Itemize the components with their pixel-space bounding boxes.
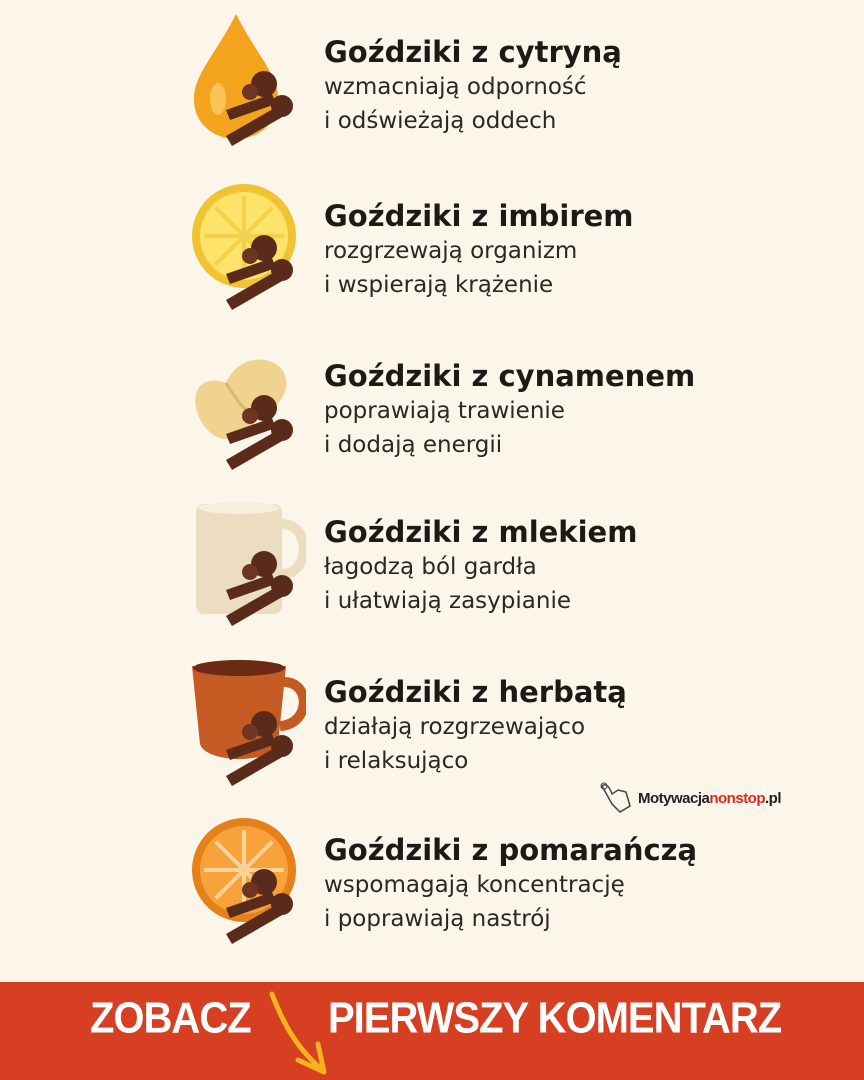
- clove-icon: [226, 235, 293, 310]
- item-title: Goździki z herbatą: [324, 675, 627, 709]
- item-line-1: działają rozgrzewająco: [324, 714, 586, 740]
- arrow-down-right-icon: [269, 991, 327, 1075]
- list-item: Goździki z pomarańczą wspomagają koncent…: [0, 812, 864, 972]
- clove-icon: [226, 711, 293, 786]
- list-item: Goździki z herbatą działają rozgrzewając…: [0, 654, 864, 814]
- clove-icon: [226, 551, 293, 626]
- item-line-1: łagodzą ból gardła: [324, 554, 537, 580]
- item-title: Goździki z mlekiem: [324, 515, 638, 549]
- milk-mug-icon: [196, 502, 306, 626]
- item-title: Goździki z cynamenem: [324, 359, 696, 393]
- item-line-2: i ułatwiają zasypianie: [324, 588, 571, 614]
- watermark-logo: Motywacja nonstop .pl: [598, 780, 782, 816]
- orange-slice-icon: [192, 818, 296, 944]
- item-line-2: i wspierają krążenie: [324, 272, 554, 298]
- item-line-1: poprawiają trawienie: [324, 398, 565, 424]
- runner-logo-icon: [600, 782, 631, 813]
- clove-icon: [226, 869, 293, 944]
- banner-left-text: ZOBACZ: [90, 993, 252, 1043]
- tea-cup-icon: [192, 660, 306, 786]
- item-line-1: wspomagają koncentrację: [324, 872, 625, 898]
- lemon-drop-icon: [194, 14, 293, 146]
- list-item: Goździki z cynamenem poprawiają trawieni…: [0, 338, 864, 498]
- ginger-root-icon: [195, 359, 293, 470]
- item-line-2: i dodają energii: [324, 432, 503, 458]
- item-title: Goździki z imbirem: [324, 199, 634, 233]
- clove-icon: [226, 71, 293, 146]
- list-item: Goździki z mlekiem łagodzą ból gardła i …: [0, 494, 864, 654]
- item-line-1: wzmacniają odporność: [324, 74, 587, 100]
- lemon-slice-icon: [192, 184, 296, 310]
- item-line-2: i odświeżają oddech: [324, 108, 557, 134]
- item-line-1: rozgrzewają organizm: [324, 238, 578, 264]
- list-item: Goździki z imbirem rozgrzewają organizm …: [0, 178, 864, 338]
- cta-banner[interactable]: ZOBACZ PIERWSZY KOMENTARZ: [0, 982, 864, 1080]
- clove-icon: [226, 395, 293, 470]
- item-line-2: i relaksująco: [324, 748, 469, 774]
- item-line-2: i poprawiają nastrój: [324, 906, 551, 932]
- list-item: Goździki z cytryną wzmacniają odporność …: [0, 14, 864, 174]
- item-title: Goździki z cytryną: [324, 35, 622, 69]
- item-title: Goździki z pomarańczą: [324, 833, 698, 867]
- banner-right-text: PIERWSZY KOMENTARZ: [328, 993, 782, 1043]
